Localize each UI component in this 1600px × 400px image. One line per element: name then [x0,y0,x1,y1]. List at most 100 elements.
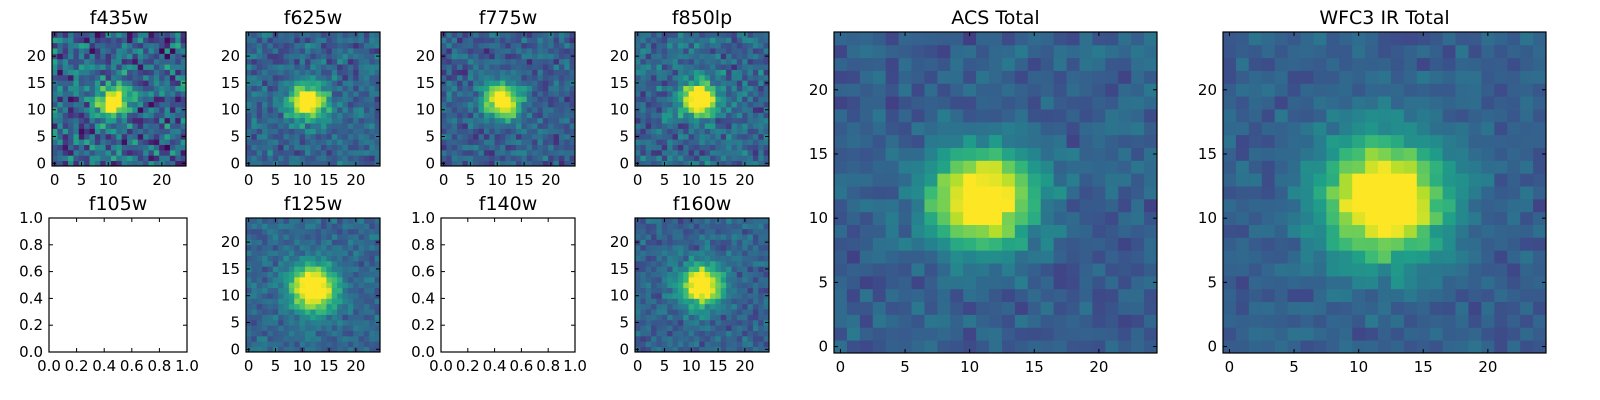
pixel-cell [731,112,738,119]
pixel-cell [898,250,912,264]
pixel-cell [299,101,306,108]
pixel-cell [1390,250,1405,264]
pixel-cell [288,160,295,167]
pixel-cell [1014,173,1029,187]
pixel-cell [699,69,706,76]
pixel-cell [677,37,684,44]
pixel-cell [315,341,322,348]
pixel-cell [446,37,453,44]
pixel-cell [715,112,722,119]
pixel-cell [1040,250,1055,264]
pixel-cell [148,37,155,44]
pixel-cell [1520,224,1534,238]
pixel-cell [651,42,657,49]
pixel-cell [989,288,1003,303]
pixel-cell [898,275,912,290]
pixel-cell [451,144,458,151]
pixel-cell [246,149,252,156]
pixel-cell [1053,147,1067,161]
pixel-cell [989,57,1003,71]
pixel-cell [283,123,290,129]
x-tick-label: 0.6 [120,357,144,375]
pixel-cell [752,298,759,305]
pixel-cell [73,101,80,108]
pixel-cell [358,53,365,60]
pixel-cell [494,53,501,60]
pixel-cell [683,149,689,156]
pixel-cell [651,330,657,337]
pixel-cell [872,198,887,213]
pixel-cell [742,239,748,246]
pixel-cell [331,74,338,81]
pixel-cell [347,48,354,54]
pixel-cell [693,144,700,151]
pixel-cell [1144,44,1158,59]
pixel-cell [720,117,727,124]
pixel-cell [989,96,1003,110]
pixel-cell [353,341,359,348]
pixel-cell [175,48,182,54]
pixel-cell [283,341,290,348]
pixel-cell [363,155,370,162]
pixel-cell [331,58,338,65]
pixel-cell [1274,301,1288,315]
pixel-cell [1001,186,1016,200]
pixel-cell [272,155,279,162]
pixel-cell [331,37,338,44]
pixel-cell [1429,340,1444,354]
pixel-cell [78,117,85,124]
pixel-cell [353,330,359,337]
pixel-cell [963,96,977,110]
pixel-cell [446,64,453,70]
pixel-cell [62,139,69,145]
pixel-cell [1429,314,1444,328]
pixel-cell [1144,32,1158,46]
pixel-cell [672,85,679,92]
pixel-cell [521,53,528,60]
pixel-cell [94,96,101,103]
pixel-cell [747,293,754,299]
pixel-cell [846,147,861,161]
pixel-cell [358,234,365,240]
pixel-cell [656,250,663,256]
pixel-cell [1378,314,1392,328]
pixel-cell [1066,186,1080,200]
pixel-cell [342,276,349,283]
pixel-cell [262,255,268,262]
pixel-cell [272,123,279,129]
pixel-cell [1079,147,1093,161]
pixel-cell [278,85,284,92]
pixel-cell [963,250,977,264]
pixel-cell [143,107,149,113]
pixel-cell [256,149,263,156]
pixel-cell [262,96,268,103]
pixel-cell [143,32,149,38]
pixel-cell [175,53,182,60]
pixel-cell [342,160,349,167]
pixel-cell [78,48,85,54]
pixel-cell [872,250,887,264]
pixel-cell [1223,211,1237,225]
pixel-cell [872,288,887,303]
pixel-cell [699,107,706,113]
pixel-cell [326,74,333,81]
pixel-cell [640,244,647,251]
pixel-cell [710,314,716,321]
pixel-cell [747,139,754,145]
pixel-cell [347,234,354,240]
pixel-cell [1468,250,1482,264]
pixel-cell [369,271,376,278]
pixel-cell [283,255,290,262]
pixel-cell [516,53,522,60]
pixel-cell [331,250,338,256]
pixel-cell [462,90,469,97]
pixel-cell [667,319,673,326]
y-tick-label: 5 [619,314,629,332]
pixel-cell [262,90,268,97]
pixel-cell [710,128,716,135]
pixel-cell [148,96,155,103]
pixel-cell [272,53,279,60]
pixel-cell [704,133,711,140]
pixel-cell [924,121,938,136]
pixel-cell [1468,327,1482,341]
